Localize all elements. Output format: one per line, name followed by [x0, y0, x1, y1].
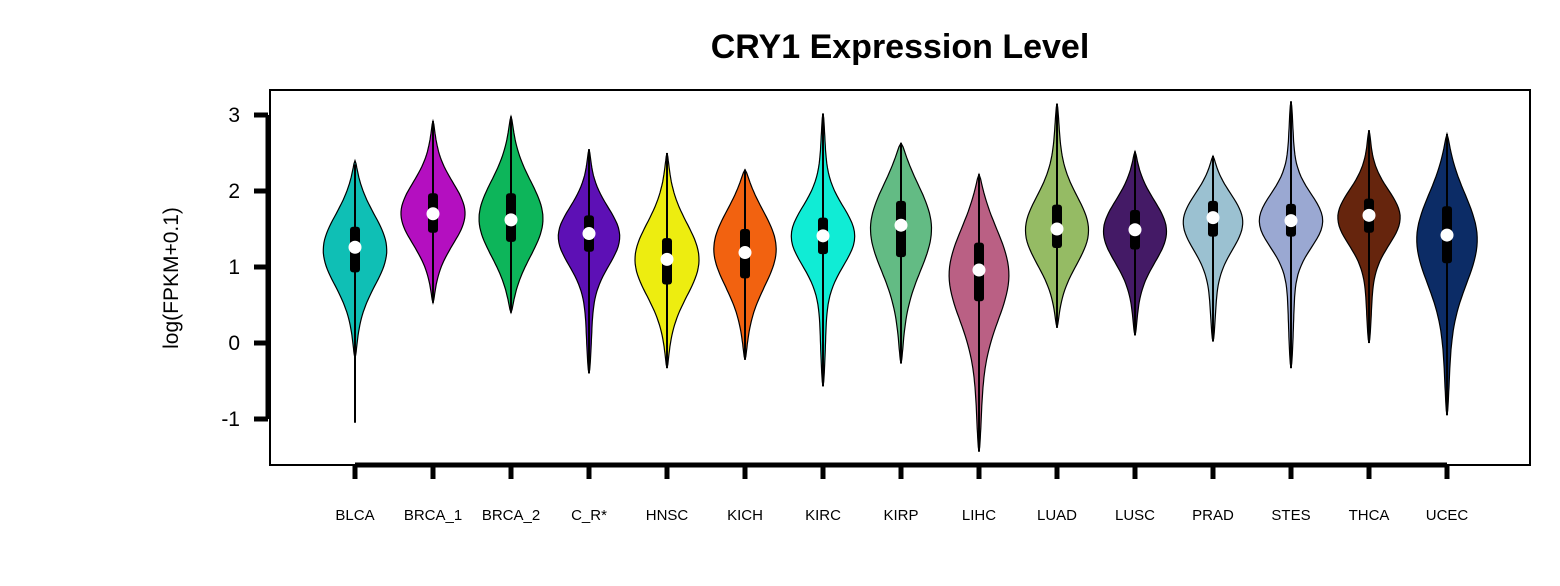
x-tick-label: KIRP	[883, 507, 918, 524]
violin-median-point	[348, 240, 362, 254]
violin-group	[557, 149, 621, 374]
y-tick-label: 3	[228, 104, 240, 127]
x-tick-label: LIHC	[962, 507, 996, 524]
y-tick-label: 2	[228, 180, 240, 203]
violin-median-point	[1284, 214, 1298, 228]
x-tick-label: BRCA_1	[404, 507, 462, 524]
y-tick-label: 1	[228, 256, 240, 279]
violin-median-point	[1128, 223, 1142, 237]
violin-group	[1416, 131, 1478, 416]
violins-layer	[322, 101, 1478, 452]
violin-median-point	[1050, 222, 1064, 236]
violin-median-point	[816, 229, 830, 243]
violin-group	[1182, 154, 1244, 342]
x-axis: BLCA BRCA_1 BRCA_2 C_R* HNSC KICH KIRC KIRP LIHC…	[335, 462, 1469, 524]
violin-median-point	[894, 218, 908, 232]
violin-group	[1102, 149, 1168, 336]
violin-group	[1258, 101, 1324, 369]
x-tick-label: KIRC	[805, 507, 841, 524]
x-tick-label: UCEC	[1426, 507, 1469, 524]
x-tick-label: THCA	[1349, 507, 1390, 524]
x-tick-label: LUSC	[1115, 507, 1155, 524]
x-tick-label: LUAD	[1037, 507, 1077, 524]
violin-median-point	[426, 207, 440, 221]
x-tick-label: BLCA	[335, 507, 374, 524]
x-tick-label: KICH	[727, 507, 763, 524]
violin-median-point	[1362, 208, 1376, 222]
violin-group	[322, 158, 388, 423]
violin-group	[478, 114, 544, 315]
violin-group	[713, 168, 777, 360]
violin-group	[790, 113, 856, 387]
violin-median-point	[972, 263, 986, 277]
y-axis: -1 0 1 2 3	[221, 104, 271, 431]
x-tick-label: C_R*	[571, 507, 607, 524]
violin-group	[400, 118, 466, 306]
violin-group	[634, 152, 700, 369]
y-tick-label: -1	[221, 408, 240, 431]
violin-median-point	[738, 246, 752, 260]
y-axis-label: log(FPKM+0.1)	[160, 207, 183, 349]
x-tick-label: BRCA_2	[482, 507, 540, 524]
violin-median-point	[660, 252, 674, 266]
violin-group	[1024, 103, 1090, 328]
violin-median-point	[504, 213, 518, 227]
violin-median-point	[1440, 228, 1454, 242]
violin-median-point	[582, 227, 596, 241]
violin-group	[869, 141, 933, 364]
violin-group	[1337, 130, 1401, 344]
x-tick-label: HNSC	[646, 507, 689, 524]
y-tick-label: 0	[228, 332, 240, 355]
x-tick-label: STES	[1271, 507, 1310, 524]
x-tick-label: PRAD	[1192, 507, 1234, 524]
violin-median-point	[1206, 211, 1220, 225]
chart-title: CRY1 Expression Level	[711, 28, 1090, 66]
violin-group	[948, 172, 1010, 452]
